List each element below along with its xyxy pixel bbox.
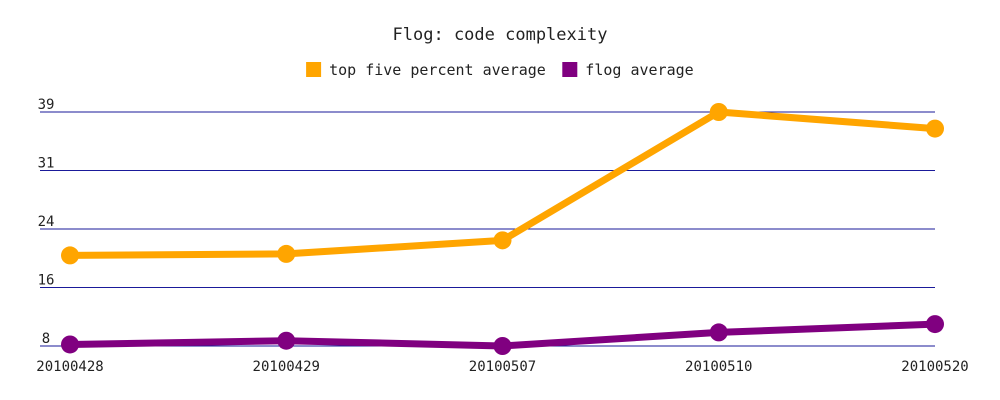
series-2 [61, 315, 944, 355]
series-group [61, 103, 944, 355]
legend: top five percent average flog average [306, 61, 694, 79]
data-point [493, 231, 512, 250]
series-1 [61, 103, 944, 265]
data-point [926, 315, 944, 334]
x-axis-ticks: 20100428 20100429 20100507 20100510 20100520 [36, 359, 968, 375]
data-point [493, 337, 512, 355]
data-point [277, 244, 296, 263]
data-point [926, 119, 944, 138]
legend-swatch [562, 62, 578, 77]
y-tick-label: 8 [42, 331, 50, 347]
data-point [277, 331, 296, 350]
legend-item: top five percent average [306, 61, 546, 79]
data-point [61, 246, 79, 265]
legend-label: top five percent average [329, 61, 546, 79]
data-point [709, 323, 728, 342]
x-tick-label: 20100428 [36, 359, 103, 375]
x-tick-label: 20100429 [253, 359, 320, 375]
y-tick-label: 16 [38, 273, 55, 289]
legend-swatch [306, 62, 322, 77]
y-tick-label: 39 [38, 97, 55, 113]
y-axis-ticks: 8 16 24 31 39 [38, 97, 55, 347]
chart-title: Flog: code complexity [393, 25, 608, 45]
x-tick-label: 20100520 [901, 359, 968, 375]
gridlines [40, 111, 935, 347]
data-point [61, 335, 79, 354]
y-tick-label: 24 [38, 214, 55, 230]
data-point [709, 103, 728, 121]
legend-label: flog average [585, 61, 693, 79]
x-tick-label: 20100510 [685, 359, 752, 375]
y-tick-label: 31 [38, 156, 55, 172]
legend-item: flog average [562, 61, 694, 79]
x-tick-label: 20100507 [469, 359, 536, 375]
